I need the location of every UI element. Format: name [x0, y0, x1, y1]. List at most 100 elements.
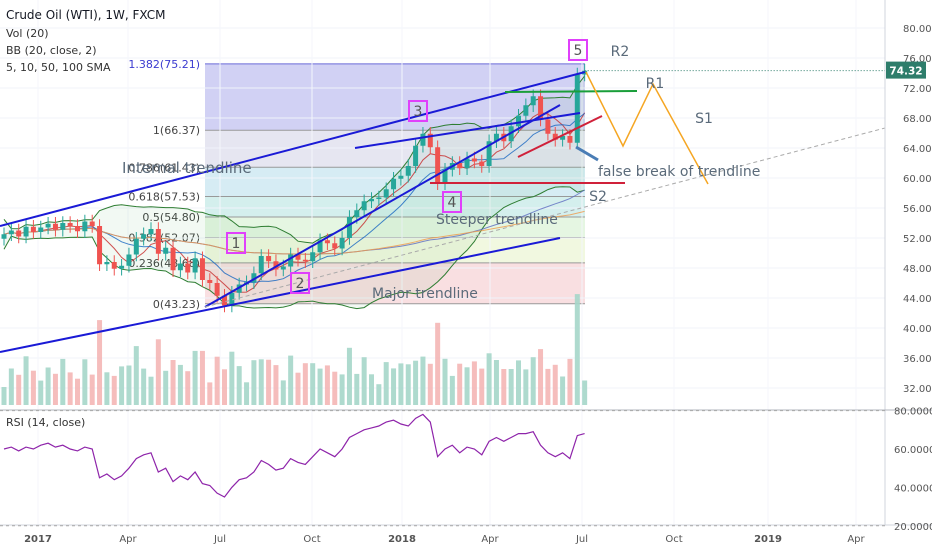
candle-body — [376, 197, 382, 199]
volume-bar — [119, 366, 125, 405]
volume-bar — [280, 380, 286, 405]
candle-body — [82, 221, 88, 232]
candle-body — [23, 226, 29, 237]
candle-body — [361, 201, 367, 211]
volume-bar — [155, 339, 161, 405]
volume-bar — [332, 371, 338, 405]
volume-bar — [251, 360, 257, 405]
volume-bar — [391, 368, 397, 405]
candle-body — [317, 240, 323, 253]
last-price-badge — [886, 61, 926, 79]
volume-bar — [302, 363, 308, 405]
time-tick: Apr — [481, 534, 499, 545]
volume-bar — [89, 374, 95, 405]
annotations: 1 2 3 4 5 R2 R1 S1 S2 Internal trendline Steeper t… — [122, 39, 760, 302]
volume-bar — [516, 360, 521, 405]
candle-body — [229, 292, 235, 306]
time-tick: Apr — [119, 534, 137, 545]
time-tick: 2017 — [24, 534, 52, 545]
candle-body — [16, 230, 22, 237]
volume-bar — [413, 360, 419, 405]
price-tick: 64.00 — [903, 144, 932, 155]
volume-bar — [1, 387, 7, 405]
candle-body — [486, 141, 492, 166]
volume-bar — [582, 380, 588, 405]
volume-bar — [148, 376, 154, 405]
candle-body — [97, 226, 103, 265]
rsi-tick: 40.0000 — [894, 483, 932, 494]
fibonacci-zones: 1.382(75.21) 1(66.37) 0.786(61.43) 0.618(57… — [128, 58, 585, 311]
candle-body — [280, 266, 286, 270]
candle-body — [89, 221, 95, 226]
volume-bar — [111, 375, 117, 405]
wave-label: 3 — [414, 104, 423, 120]
volume-bar — [383, 362, 389, 405]
wave-label: 1 — [232, 236, 241, 252]
candle-body — [545, 119, 551, 134]
candle-body — [75, 226, 80, 232]
rsi-tick: 20.0000 — [894, 522, 932, 533]
volume-bar — [435, 322, 441, 405]
candle-body — [155, 229, 161, 254]
candles — [1, 64, 588, 313]
candle-body — [427, 133, 433, 148]
volume-bar — [354, 373, 360, 405]
candle-body — [398, 175, 404, 179]
candle-body — [38, 227, 44, 232]
volume-bar — [141, 368, 147, 405]
rsi-tick: 60.0000 — [894, 445, 932, 456]
candle-body — [288, 254, 294, 267]
volume-bar — [163, 370, 169, 405]
price-tick: 60.00 — [903, 174, 932, 185]
volume-bar — [405, 364, 411, 405]
trendline-internal — [354, 112, 581, 149]
last-price-text: 74.32 — [889, 66, 922, 78]
fib-zone — [205, 130, 585, 168]
trendline-break — [517, 115, 603, 158]
fib-label: 1.382(75.21) — [128, 58, 200, 71]
volume-bar — [523, 369, 529, 405]
candle-body — [442, 169, 448, 184]
annotation: Internal trendline — [122, 159, 252, 177]
volume-bar — [398, 363, 404, 405]
candle-body — [104, 262, 110, 265]
price-tick: 44.00 — [903, 294, 932, 305]
volume-bar — [258, 359, 264, 405]
price-projection — [585, 71, 709, 185]
volume-bar — [177, 364, 183, 405]
annotation: false break of trendline — [598, 164, 760, 180]
volume-bars — [1, 294, 588, 405]
rsi-line — [3, 413, 585, 498]
candle-body — [346, 217, 352, 238]
candle-body — [493, 133, 499, 142]
volume-bar — [185, 371, 191, 405]
volume-bar — [493, 360, 499, 405]
price-tick: 72.00 — [903, 84, 932, 95]
trendline-dashed — [204, 127, 886, 308]
volume-bar — [192, 350, 198, 405]
candle-body — [8, 230, 14, 235]
rsi-pane: 80.0000 60.0000 40.0000 20.0000 — [0, 407, 932, 533]
candle-body — [133, 238, 139, 255]
volume-bar — [317, 368, 323, 405]
volume-bar — [545, 368, 551, 405]
candle-body — [295, 254, 301, 260]
sr-label: R1 — [646, 76, 665, 92]
candle-body — [119, 265, 125, 269]
volume-bar — [501, 369, 507, 405]
false-break-arrow — [575, 145, 599, 162]
candle-body — [464, 158, 470, 169]
volume-bar — [449, 375, 455, 405]
fib-label: 0(43.23) — [153, 298, 200, 311]
time-tick: 2018 — [388, 534, 416, 545]
candle-body — [383, 189, 389, 198]
candle-body — [435, 147, 441, 184]
candle-body — [391, 178, 397, 190]
fib-label: 0.786(61.43) — [128, 161, 200, 174]
volume-bar — [508, 369, 514, 405]
volume-bar — [427, 363, 433, 405]
candle-body — [457, 163, 463, 169]
candle-body — [163, 247, 169, 254]
candle-body — [538, 96, 544, 120]
